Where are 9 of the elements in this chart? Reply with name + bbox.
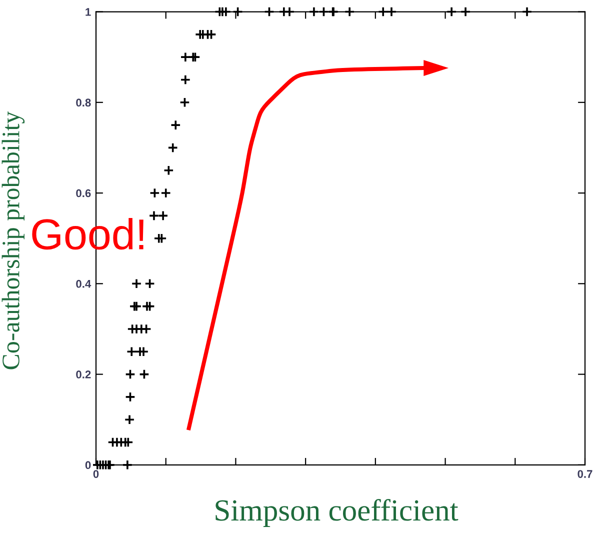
- y-tick-label: 0.6: [76, 189, 91, 198]
- x-tick-label: 0.7: [578, 470, 592, 478]
- y-axis-title: Co-authorship probability: [2, 111, 25, 370]
- x-axis-title: Simpson coefficient: [216, 498, 458, 527]
- y-tick-label: 0.4: [76, 280, 92, 288]
- y-tick-label: 0.2: [76, 370, 91, 378]
- y-tick-label: 0.8: [76, 98, 91, 107]
- y-tick-label: 0: [85, 461, 91, 470]
- y-tick-label: 1: [86, 8, 91, 16]
